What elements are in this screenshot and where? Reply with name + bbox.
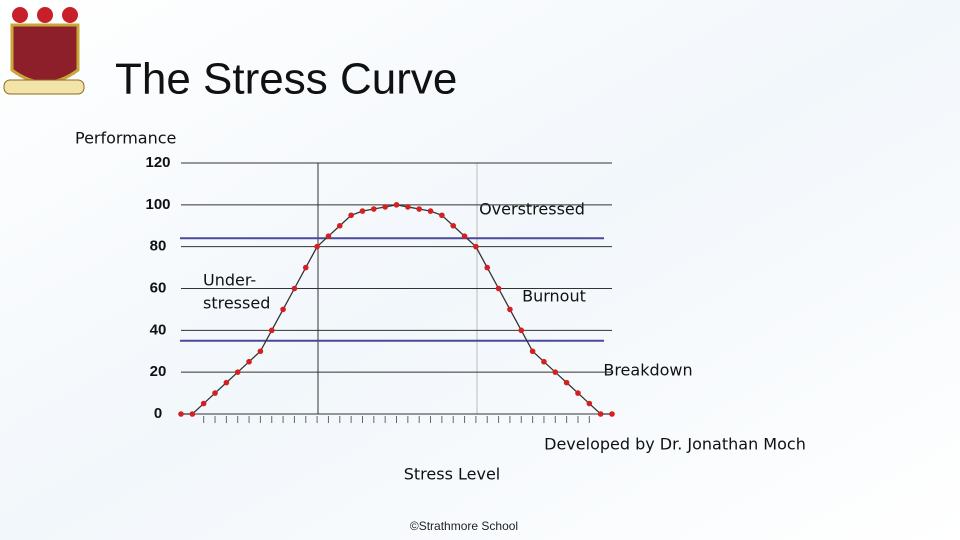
- data-point: [416, 206, 422, 212]
- data-point: [189, 411, 196, 417]
- data-point: [234, 369, 241, 375]
- data-point: [371, 206, 377, 212]
- credit: Developed by Dr. Jonathan Moch: [544, 435, 806, 454]
- x-axis-label: Stress Level: [404, 465, 501, 484]
- data-point: [597, 411, 604, 417]
- slide-title: The Stress Curve: [115, 55, 457, 104]
- data-point: [529, 348, 536, 355]
- data-point: [450, 222, 457, 229]
- data-point: [461, 233, 468, 240]
- data-point: [563, 379, 570, 386]
- y-tick-label: 80: [150, 238, 167, 255]
- data-point: [518, 327, 525, 334]
- y-tick-label: 100: [145, 196, 170, 213]
- y-tick-label: 20: [150, 363, 167, 380]
- data-point: [200, 400, 207, 407]
- annotation: Burnout: [522, 287, 586, 306]
- data-point: [359, 208, 366, 214]
- data-point: [552, 369, 559, 375]
- annotation: stressed: [203, 294, 270, 313]
- data-point: [541, 358, 547, 365]
- data-point: [348, 212, 354, 219]
- annotation: Overstressed: [479, 200, 585, 219]
- data-point: [246, 358, 252, 365]
- data-point: [336, 222, 343, 229]
- data-point: [291, 285, 298, 292]
- data-point: [314, 243, 320, 250]
- y-tick-label: 60: [150, 279, 167, 296]
- y-axis-label: Performance: [75, 129, 176, 148]
- data-point: [473, 243, 479, 250]
- annotation: Breakdown: [603, 361, 692, 380]
- data-point: [257, 348, 264, 355]
- data-point: [212, 390, 218, 396]
- data-point: [575, 390, 581, 396]
- data-point: [382, 204, 388, 210]
- data-point: [586, 400, 593, 407]
- y-tick-label: 120: [145, 154, 170, 171]
- data-point: [268, 327, 275, 334]
- data-point: [484, 264, 491, 271]
- data-point: [427, 208, 434, 214]
- data-point: [280, 306, 286, 313]
- data-point: [405, 204, 411, 210]
- data-point: [178, 411, 184, 417]
- data-point: [609, 411, 615, 417]
- data-point: [439, 212, 445, 219]
- data-point: [302, 264, 309, 271]
- data-point: [495, 285, 502, 292]
- logo: [3, 7, 85, 95]
- data-point: [325, 233, 332, 240]
- data-point: [507, 306, 513, 313]
- y-tick-label: 0: [154, 405, 162, 422]
- data-point: [223, 379, 230, 386]
- footer: ©Strathmore School: [410, 519, 518, 533]
- y-tick-label: 40: [150, 321, 167, 338]
- annotation: Under-: [203, 271, 256, 290]
- data-point: [393, 202, 400, 208]
